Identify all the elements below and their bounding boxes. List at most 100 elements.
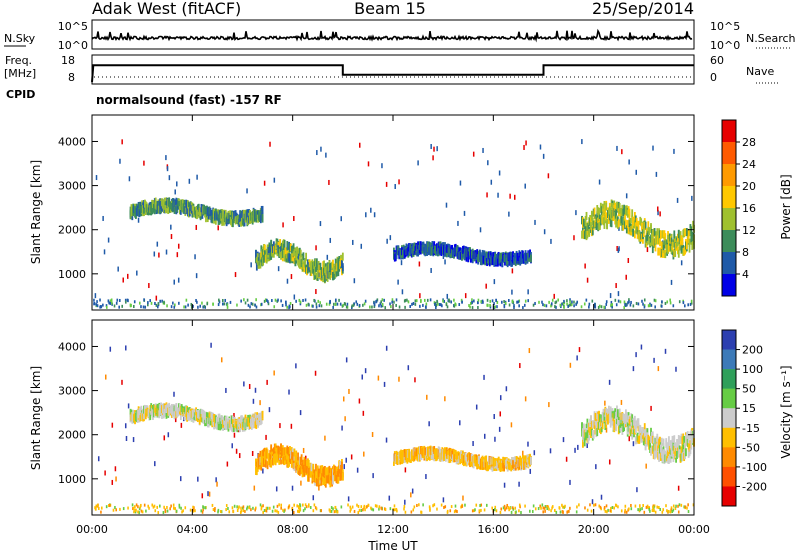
- echo-cell: [299, 249, 302, 258]
- noise-echo: [133, 510, 135, 514]
- noise-echo: [411, 488, 414, 494]
- echo-cell: [295, 252, 298, 261]
- noise-echo: [518, 304, 520, 308]
- echo-cell: [229, 210, 232, 219]
- echo-cell: [301, 469, 304, 478]
- x-tick-label: 12:00: [377, 523, 409, 536]
- noise-echo: [295, 363, 297, 369]
- velocity-colorbar: 200 100 50 15 -15 -50 -100 -200: [721, 329, 767, 507]
- noise-echo: [471, 300, 473, 304]
- echo-cell: [239, 424, 242, 433]
- noise-echo: [289, 301, 292, 305]
- noise-echo: [135, 508, 137, 512]
- noise-echo: [210, 342, 212, 348]
- noise-echo: [237, 506, 240, 510]
- noise-echo: [338, 298, 340, 302]
- noise-echo: [101, 506, 103, 510]
- noise-echo: [276, 504, 279, 508]
- noise-echo: [548, 402, 550, 408]
- noise-echo: [573, 304, 575, 308]
- noise-echo: [588, 302, 591, 306]
- noise-echo: [336, 302, 339, 306]
- noise-echo: [689, 302, 692, 306]
- noise-echo: [550, 238, 552, 244]
- noise-echo: [410, 510, 413, 514]
- noise-echo: [477, 298, 480, 302]
- noise-echo: [342, 396, 345, 402]
- noise-echo: [433, 301, 436, 305]
- noise-echo: [502, 506, 505, 510]
- noise-echo: [178, 301, 180, 305]
- noise-echo: [573, 235, 575, 241]
- noise-echo: [414, 377, 416, 383]
- noise-echo: [211, 503, 214, 507]
- noise-echo: [274, 298, 277, 302]
- noise-echo: [298, 510, 301, 514]
- echo-cell: [581, 230, 583, 239]
- noise-echo: [154, 509, 157, 513]
- echo-cell: [585, 423, 588, 432]
- noise-echo: [525, 140, 527, 146]
- echo-cell: [167, 205, 170, 214]
- noise-echo: [554, 301, 557, 305]
- noise-echo: [449, 509, 452, 513]
- noise-echo: [456, 510, 458, 514]
- noise-echo: [629, 303, 632, 307]
- noise-echo: [680, 260, 683, 266]
- noise-echo: [619, 300, 622, 304]
- echo-cell: [591, 227, 594, 236]
- noise-echo: [607, 508, 609, 512]
- noise-echo: [326, 254, 329, 260]
- noise-echo: [153, 251, 156, 257]
- colorbar-swatch: [722, 142, 736, 165]
- echo-cell: [634, 424, 637, 433]
- noise-echo: [388, 495, 391, 501]
- noise-echo: [490, 179, 493, 185]
- echo-cell: [485, 455, 488, 464]
- nsky-panel: N.Sky 10^5 10^0 10^5 10^0 N.Search: [4, 19, 796, 52]
- noise-echo: [262, 510, 264, 514]
- noise-echo: [480, 503, 483, 507]
- noise-echo: [410, 492, 412, 498]
- noise-echo: [518, 481, 520, 487]
- noise-echo: [471, 298, 473, 302]
- noise-echo: [97, 456, 100, 462]
- noise-echo: [299, 508, 301, 512]
- noise-echo: [575, 510, 578, 514]
- noise-echo: [580, 305, 583, 309]
- noise-echo: [302, 447, 305, 453]
- y-tick-label: 1000: [58, 473, 86, 486]
- echo-cell: [276, 452, 279, 461]
- noise-echo: [147, 301, 149, 305]
- noise-echo: [138, 511, 140, 515]
- noise-echo: [314, 506, 317, 510]
- noise-echo: [497, 192, 499, 198]
- noise-echo: [428, 421, 430, 427]
- echo-cell: [293, 448, 296, 457]
- colorbar-swatch: [722, 408, 736, 429]
- noise-echo: [639, 504, 641, 508]
- noise-echo: [137, 217, 140, 223]
- x-tick-label: 16:00: [477, 523, 509, 536]
- noise-echo: [165, 155, 167, 161]
- noise-echo: [506, 503, 509, 507]
- noise-echo: [132, 507, 134, 511]
- noise-echo: [178, 505, 181, 509]
- noise-echo: [201, 510, 204, 514]
- noise-echo: [664, 348, 667, 354]
- noise-echo: [343, 464, 345, 470]
- noise-echo: [328, 302, 331, 306]
- noise-echo: [353, 509, 356, 513]
- echo-cell: [217, 422, 220, 431]
- noise-echo: [611, 305, 613, 309]
- noise-echo: [291, 507, 293, 511]
- noise-echo: [105, 304, 108, 308]
- noise-echo: [646, 505, 649, 509]
- noise-echo: [206, 302, 209, 306]
- noise-echo: [426, 298, 429, 302]
- noise-echo: [314, 370, 317, 376]
- noise-echo: [672, 508, 675, 512]
- noise-echo: [182, 509, 184, 513]
- echo-cell: [261, 212, 264, 221]
- noise-echo: [584, 263, 586, 269]
